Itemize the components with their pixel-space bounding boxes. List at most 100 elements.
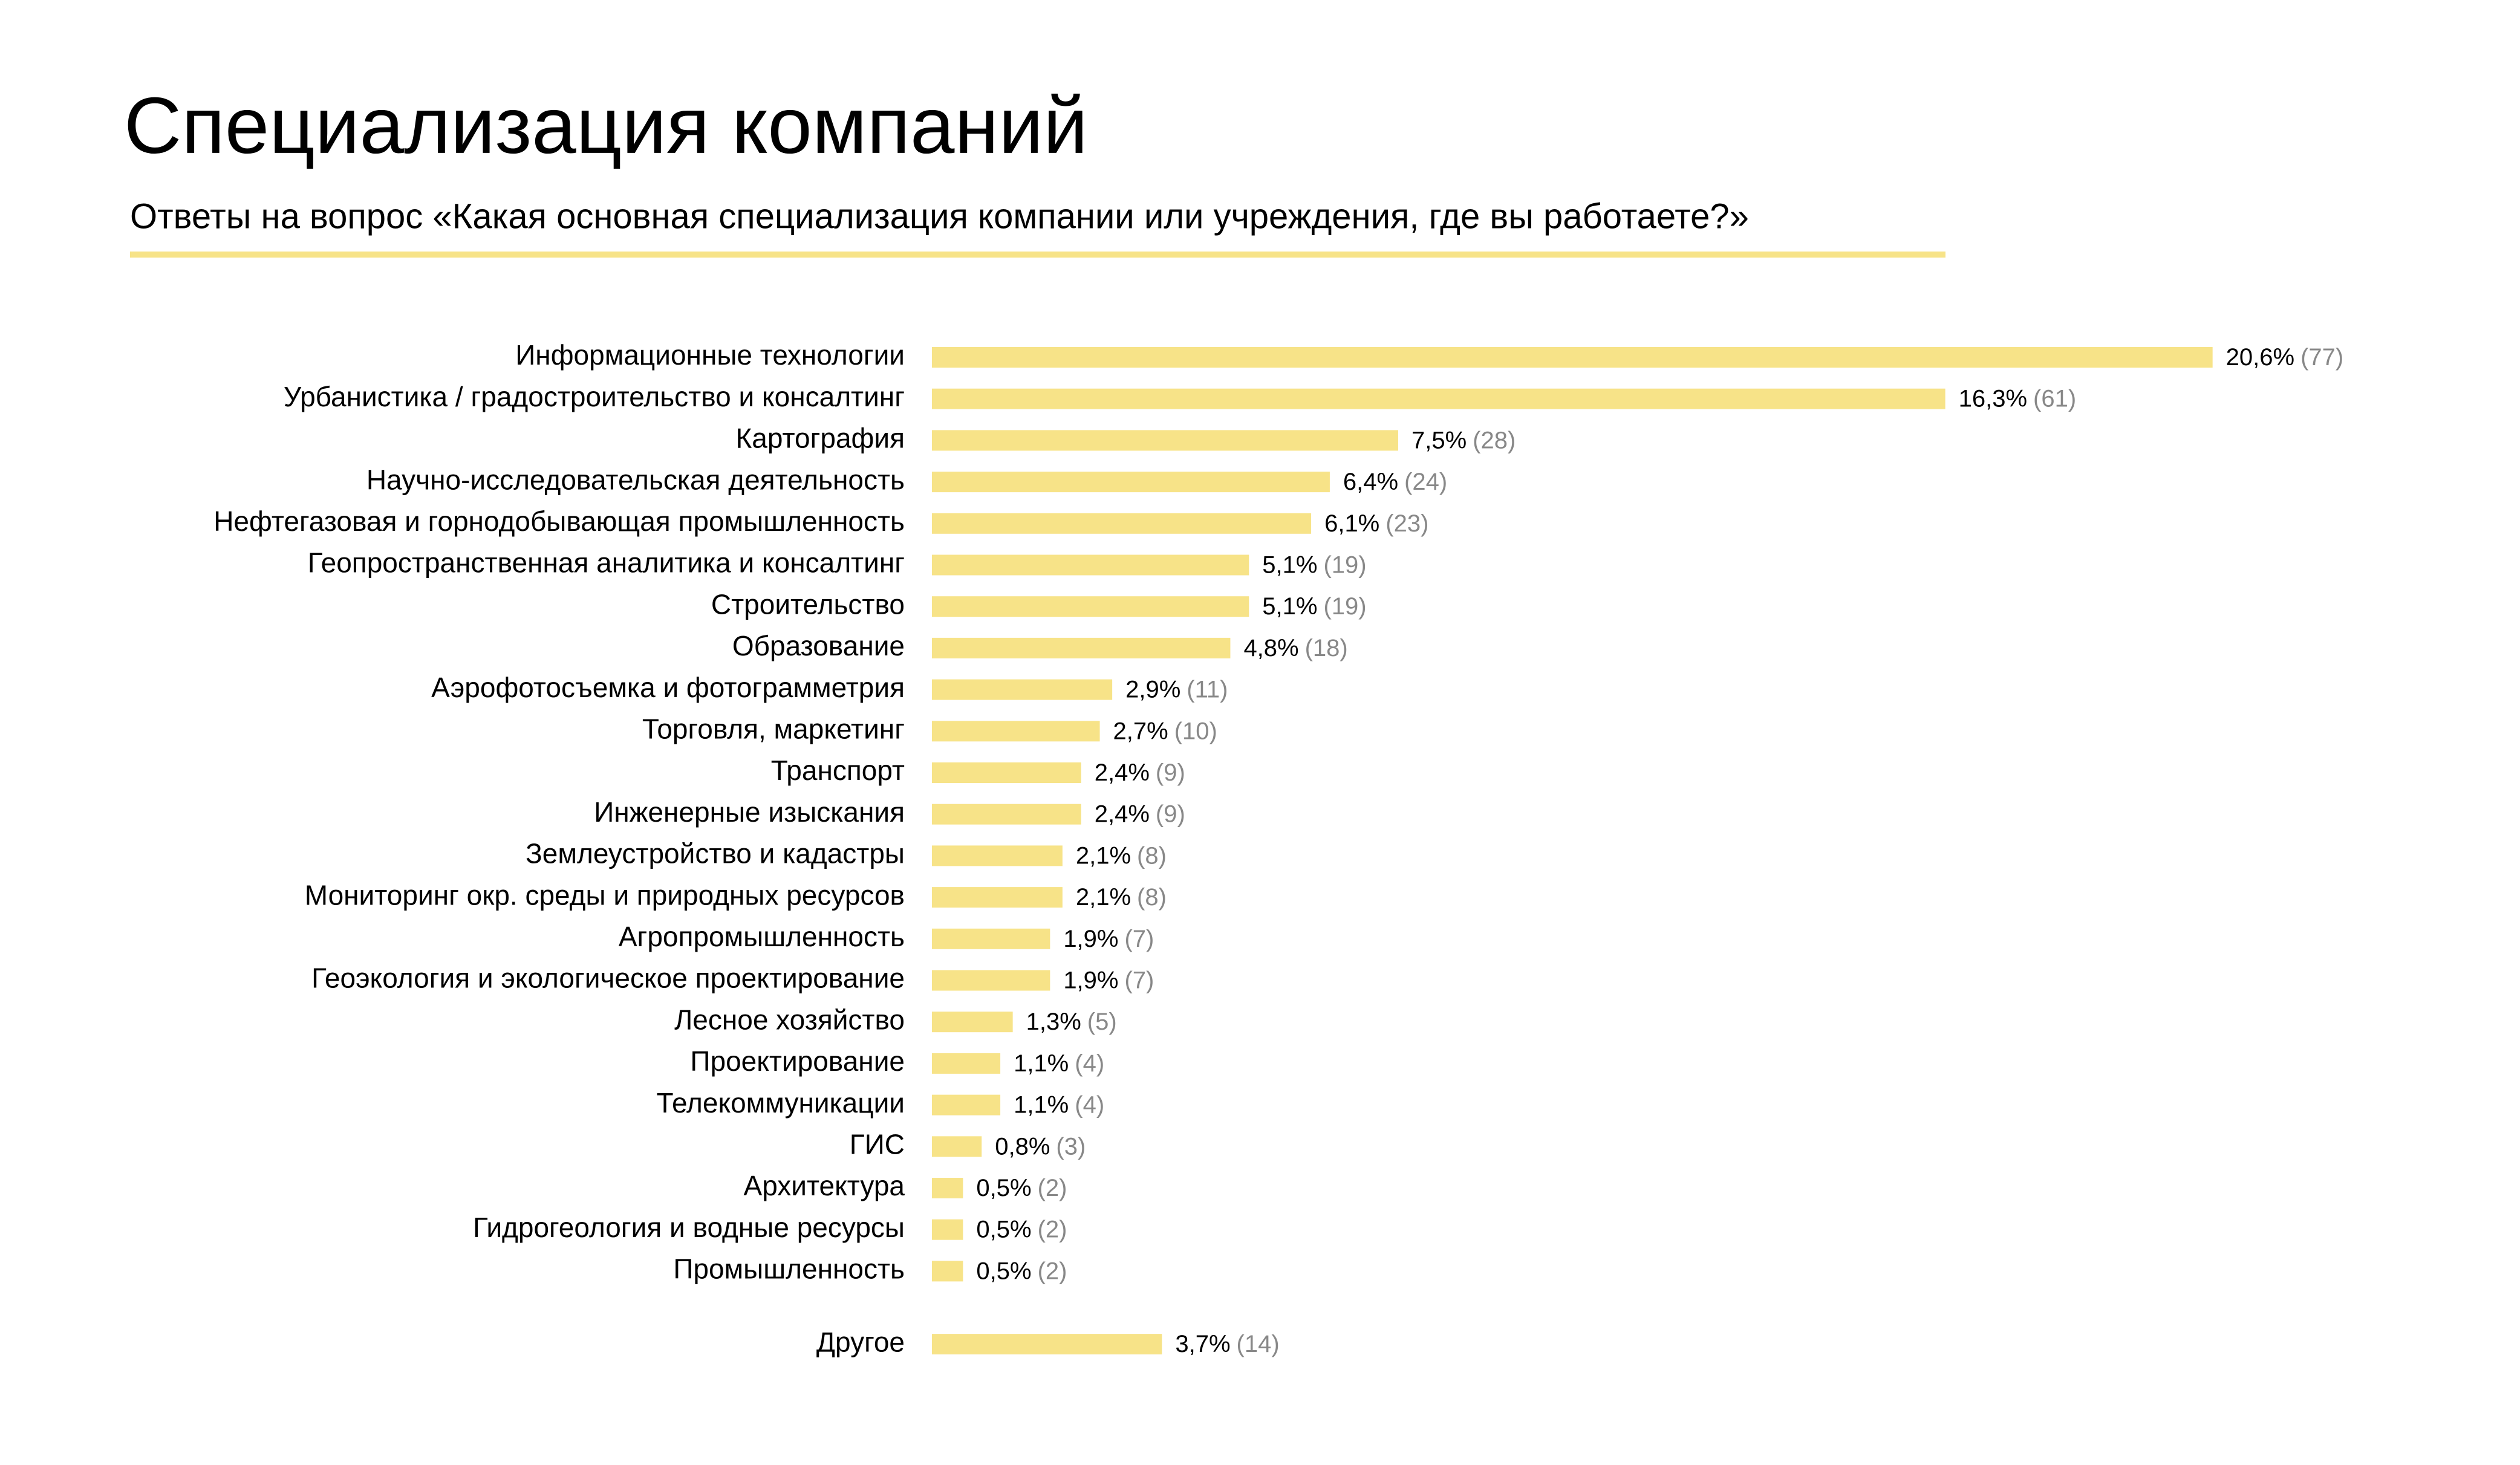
chart-title: Специализация компаний: [124, 81, 1088, 170]
value-label: 2,4%: [1095, 759, 1150, 786]
value-label: 2,9%: [1125, 676, 1180, 703]
value-label: 1,3%: [1026, 1009, 1081, 1035]
bar-label: 0,5% (2): [976, 1175, 1067, 1201]
count-label: (2): [1038, 1216, 1067, 1242]
category-label: Урбанистика / градостроительство и конса…: [284, 381, 905, 412]
bar-label: 7,5% (28): [1411, 427, 1516, 453]
bar-label: 1,3% (5): [1026, 1009, 1117, 1035]
bar-label: 2,1% (8): [1076, 884, 1167, 911]
bar-label: 16,3% (61): [1959, 385, 2077, 412]
chart-subtitle: Ответы на вопрос «Какая основная специал…: [130, 197, 1749, 236]
count-label: (61): [2033, 385, 2076, 412]
value-label: 1,1%: [1014, 1091, 1069, 1118]
value-label: 16,3%: [1959, 385, 2027, 412]
count-label: (24): [1404, 469, 1447, 495]
bar: [932, 554, 1249, 576]
value-label: 7,5%: [1411, 427, 1467, 453]
bar: [932, 472, 1330, 493]
category-label: Землеустройство и кадастры: [526, 838, 905, 869]
count-label: (4): [1075, 1091, 1104, 1118]
value-label: 1,1%: [1014, 1050, 1069, 1076]
value-label: 2,4%: [1095, 801, 1150, 827]
bar-label: 2,7% (10): [1113, 718, 1217, 744]
count-label: (9): [1156, 801, 1185, 827]
count-label: (7): [1124, 967, 1154, 993]
value-label: 5,1%: [1262, 551, 1317, 578]
count-label: (2): [1038, 1175, 1067, 1201]
category-label: Агропромышленность: [619, 921, 905, 952]
value-label: 6,1%: [1324, 510, 1379, 536]
category-label: Проектирование: [690, 1045, 905, 1077]
bar-label: 1,1% (4): [1014, 1050, 1104, 1076]
count-label: (7): [1124, 925, 1154, 952]
bar: [932, 637, 1231, 658]
bar-label: 2,4% (9): [1095, 759, 1185, 786]
count-label: (8): [1137, 884, 1167, 911]
value-label: 0,8%: [995, 1133, 1050, 1160]
count-label: (5): [1087, 1009, 1117, 1035]
bar-label: 1,9% (7): [1063, 925, 1154, 952]
bar-label: 1,1% (4): [1014, 1091, 1104, 1118]
value-label: 4,8%: [1243, 634, 1298, 661]
category-label: Транспорт: [771, 755, 905, 786]
bar: [932, 887, 1063, 908]
bar: [932, 1094, 1001, 1116]
bar: [932, 1219, 963, 1240]
bar-label: 20,6% (77): [2226, 344, 2344, 371]
bar: [932, 679, 1113, 700]
value-label: 5,1%: [1262, 593, 1317, 620]
category-label: Инженерные изыскания: [594, 796, 905, 828]
category-label: Промышленность: [673, 1253, 905, 1285]
category-label: Лесное хозяйство: [674, 1004, 905, 1035]
bar: [932, 388, 1945, 409]
count-label: (18): [1305, 634, 1348, 661]
category-label: Другое: [816, 1326, 905, 1357]
category-label: Мониторинг окр. среды и природных ресурс…: [305, 879, 905, 911]
category-label: Образование: [732, 630, 905, 661]
bar: [932, 845, 1063, 866]
bar-label: 2,9% (11): [1125, 676, 1228, 703]
count-label: (23): [1385, 510, 1428, 536]
bar: [932, 1334, 1162, 1355]
value-label: 0,5%: [976, 1175, 1031, 1201]
bar: [932, 596, 1249, 617]
bar: [932, 1178, 963, 1198]
bar-label: 6,4% (24): [1343, 469, 1447, 495]
category-label: Телекоммуникации: [656, 1087, 905, 1119]
bar-label: 0,8% (3): [995, 1133, 1086, 1160]
category-label: Гидрогеология и водные ресурсы: [473, 1212, 905, 1243]
category-label: Архитектура: [744, 1170, 905, 1201]
bar-label: 5,1% (19): [1262, 593, 1366, 620]
bar: [932, 1261, 963, 1282]
bar-label: 4,8% (18): [1243, 634, 1347, 661]
bar: [932, 513, 1312, 534]
count-label: (4): [1075, 1050, 1104, 1076]
bar-label: 1,9% (7): [1063, 967, 1154, 993]
bar: [932, 928, 1050, 949]
category-label: Строительство: [711, 588, 905, 620]
count-label: (19): [1323, 551, 1366, 578]
bar: [932, 1053, 1001, 1074]
bar: [932, 970, 1050, 991]
count-label: (9): [1156, 759, 1185, 786]
count-label: (77): [2300, 344, 2343, 371]
bar-label: 2,1% (8): [1076, 842, 1167, 869]
count-label: (3): [1056, 1133, 1086, 1160]
category-label: Торговля, маркетинг: [642, 713, 905, 744]
bar-label: 3,7% (14): [1175, 1331, 1279, 1357]
value-label: 20,6%: [2226, 344, 2294, 371]
count-label: (28): [1473, 427, 1516, 453]
value-label: 0,5%: [976, 1216, 1031, 1242]
bar: [932, 721, 1100, 742]
count-label: (2): [1038, 1258, 1067, 1284]
category-label: Картография: [736, 423, 905, 454]
bar: [932, 1136, 982, 1157]
category-label: Информационные технологии: [515, 339, 905, 371]
count-label: (8): [1137, 842, 1167, 869]
category-label: Геоэкология и экологическое проектирован…: [311, 963, 905, 994]
category-label: Нефтегазовая и горнодобывающая промышлен…: [213, 505, 905, 537]
count-label: (19): [1323, 593, 1366, 620]
value-label: 2,1%: [1076, 842, 1131, 869]
count-label: (11): [1187, 676, 1228, 703]
